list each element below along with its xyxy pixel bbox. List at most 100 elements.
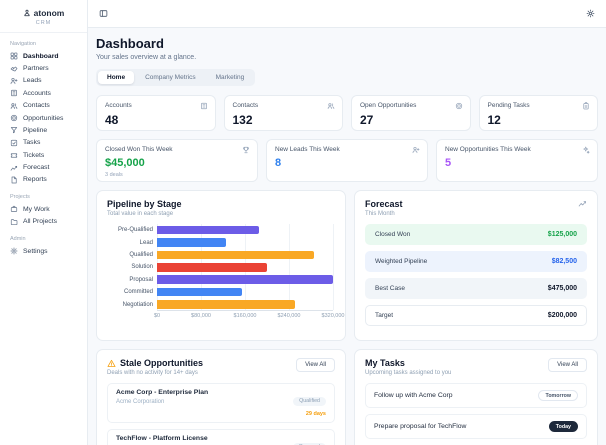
user-plus-icon	[412, 146, 420, 154]
nav-section-label: Navigation	[10, 41, 36, 47]
chart-category-label: Lead	[139, 239, 153, 246]
stale-opportunities-panel: Stale Opportunities Deals with no activi…	[96, 349, 346, 445]
sidebar-item-my-work[interactable]: My Work	[0, 203, 87, 215]
tab-marketing[interactable]: Marketing	[215, 74, 245, 81]
sidebar-item-opportunities[interactable]: Opportunities	[0, 112, 87, 124]
users-icon	[10, 102, 18, 110]
page-subtitle: Your sales overview at a glance.	[96, 54, 197, 61]
highlight-card-new-leads-this-week: New Leads This Week 8	[266, 139, 428, 182]
pipeline-panel: Pipeline by Stage Total value in each st…	[96, 190, 346, 341]
tasks-view-all-button[interactable]: View All	[548, 358, 587, 372]
stale-view-all-button[interactable]: View All	[296, 358, 335, 372]
tasks-title: My Tasks	[365, 358, 405, 368]
sidebar-item-pipeline[interactable]: Pipeline	[0, 124, 87, 136]
forecast-row-target: Target $200,000	[365, 305, 587, 326]
forecast-rows: Closed Won $125,000 Weighted Pipeline $8…	[365, 224, 587, 326]
tab-company-metrics[interactable]: Company Metrics	[145, 74, 196, 81]
logo: atonom CRM	[0, 0, 87, 33]
sidebar-item-all-projects[interactable]: All Projects	[0, 216, 87, 228]
due-badge: Tomorrow	[538, 390, 578, 401]
building-icon	[200, 102, 208, 110]
chart-row: Lead	[107, 236, 335, 248]
stat-card-contacts: Contacts 132	[223, 95, 343, 131]
chart-bar	[157, 300, 295, 309]
tab-bar: Home Company Metrics Marketing	[96, 69, 256, 86]
sidebar-item-reports[interactable]: Reports	[0, 174, 87, 186]
sidebar-item-label: Dashboard	[23, 52, 59, 60]
sidebar-item-label: Reports	[23, 176, 47, 184]
dashboard-content: Dashboard Your sales overview at a glanc…	[88, 28, 606, 445]
my-tasks-panel: My Tasks Upcoming tasks assigned to you …	[354, 349, 598, 445]
briefcase-icon	[10, 205, 18, 213]
highlight-cards-row: Closed Won This Week $45,000 3 deals New…	[96, 139, 598, 182]
sidebar-item-label: Settings	[23, 247, 48, 255]
trend-up-icon	[10, 164, 18, 172]
sidebar-item-label: Opportunities	[23, 114, 64, 122]
handshake-icon	[10, 65, 18, 73]
dashboard-icon	[10, 52, 18, 60]
chart-category-label: Pre-Qualified	[117, 227, 153, 234]
forecast-title: Forecast	[365, 199, 403, 209]
sidebar-item-leads[interactable]: Leads	[0, 75, 87, 87]
sidebar-item-label: Contacts	[23, 102, 50, 110]
highlight-card-new-opportunities-this-week: New Opportunities This Week 5	[436, 139, 598, 182]
sidebar-item-partners[interactable]: Partners	[0, 62, 87, 74]
middle-row: Pipeline by Stage Total value in each st…	[96, 190, 598, 341]
sidebar-nav: Navigation Dashboard Partners Leads Acco…	[0, 33, 87, 257]
nav-section-label: Projects	[10, 194, 30, 201]
chart-bar	[157, 287, 243, 297]
tab-home[interactable]: Home	[98, 71, 135, 84]
sidebar-item-accounts[interactable]: Accounts	[0, 87, 87, 99]
sidebar-item-dashboard[interactable]: Dashboard	[0, 50, 87, 62]
forecast-row-weighted-pipeline: Weighted Pipeline $82,500	[365, 251, 587, 272]
pipeline-chart: Pre-Qualified Lead Qualified Solution Pr…	[107, 224, 344, 322]
chart-row: Negotiation	[107, 298, 335, 310]
page-title: Dashboard	[96, 36, 164, 51]
pipeline-title: Pipeline by Stage	[107, 199, 182, 209]
sidebar-toggle-icon[interactable]	[99, 9, 108, 18]
header-gear-icon[interactable]	[586, 9, 595, 18]
sidebar-item-label: Partners	[23, 65, 49, 73]
sidebar-item-label: Tasks	[23, 139, 41, 147]
chart-category-label: Solution	[131, 264, 153, 271]
sidebar-item-forecast[interactable]: Forecast	[0, 161, 87, 173]
forecast-row-closed-won: Closed Won $125,000	[365, 224, 587, 245]
stale-opportunity-item[interactable]: TechFlow - Platform License TechFlow Sol…	[107, 429, 335, 445]
pipeline-subtitle: Total value in each stage	[107, 211, 174, 217]
x-tick-label: $240,000	[277, 312, 301, 319]
chart-row: Committed	[107, 286, 335, 298]
chart-bar	[157, 275, 333, 285]
stale-title: Stale Opportunities	[120, 358, 204, 368]
logo-subtitle: CRM	[35, 20, 52, 26]
forecast-row-best-case: Best Case $475,000	[365, 278, 587, 299]
sidebar-item-settings[interactable]: Settings	[0, 245, 87, 257]
trend-up-icon	[578, 199, 587, 208]
chart-category-label: Proposal	[129, 276, 153, 283]
task-item[interactable]: Prepare proposal for TechFlow Today	[365, 414, 587, 439]
x-tick-label: $160,000	[233, 312, 257, 319]
sidebar-item-contacts[interactable]: Contacts	[0, 100, 87, 112]
task-items-list: Follow up with Acme Corp Tomorrow Prepar…	[365, 383, 587, 445]
chart-row: Proposal	[107, 274, 335, 286]
stage-badge: Qualified	[293, 396, 326, 406]
chart-row: Solution	[107, 261, 335, 273]
due-badge: Today	[548, 421, 578, 432]
main-area: Dashboard Your sales overview at a glanc…	[88, 0, 606, 445]
x-tick-label: $80,000	[191, 312, 211, 319]
task-item[interactable]: Follow up with Acme Corp Tomorrow	[365, 383, 587, 408]
file-icon	[10, 176, 18, 184]
sidebar-item-tasks[interactable]: Tasks	[0, 137, 87, 149]
target-icon	[10, 114, 18, 122]
stale-subtitle: Deals with no activity for 14+ days	[107, 370, 198, 376]
days-stale: 29 days	[305, 411, 326, 417]
x-tick-label: $320,000	[321, 312, 345, 319]
stale-opportunity-item[interactable]: Acme Corp - Enterprise Plan Acme Corpora…	[107, 383, 335, 423]
sidebar-item-tickets[interactable]: Tickets	[0, 149, 87, 161]
sidebar: atonom CRM Navigation Dashboard Partners…	[0, 0, 88, 445]
check-square-icon	[10, 139, 18, 147]
sidebar-item-label: Accounts	[23, 89, 51, 97]
folder-icon	[10, 218, 18, 226]
warning-icon	[107, 359, 116, 368]
sidebar-item-label: Leads	[23, 77, 42, 85]
